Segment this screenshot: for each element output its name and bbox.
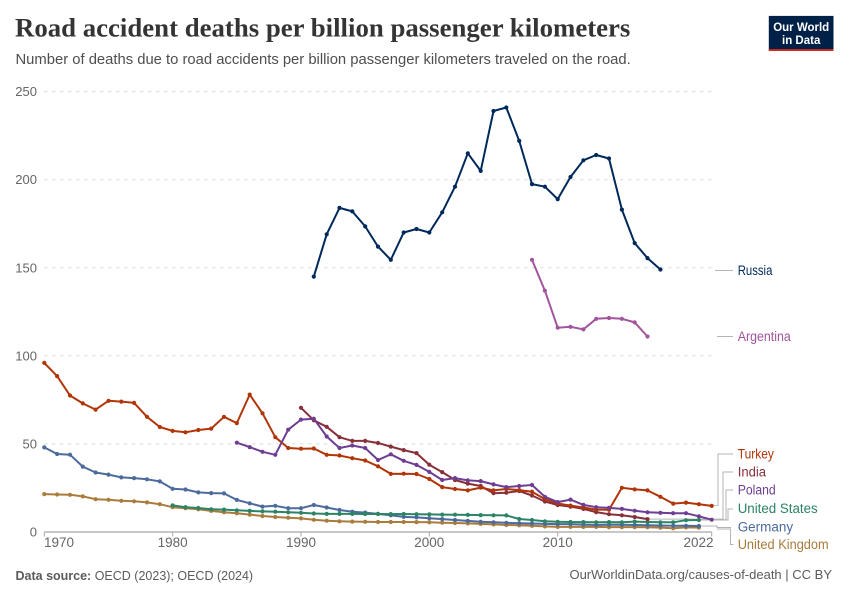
svg-text:Russia: Russia	[738, 263, 773, 278]
svg-text:Our World: Our World	[773, 22, 829, 34]
svg-text:1980: 1980	[158, 535, 188, 550]
svg-text:OurWorldinData.org/causes-of-d: OurWorldinData.org/causes-of-death | CC …	[569, 567, 832, 582]
svg-text:2000: 2000	[414, 535, 444, 550]
svg-text:100: 100	[15, 348, 37, 363]
svg-text:Poland: Poland	[738, 483, 776, 498]
svg-text:50: 50	[23, 436, 37, 451]
svg-text:India: India	[738, 465, 767, 480]
svg-text:United States: United States	[738, 501, 818, 516]
svg-text:1970: 1970	[44, 535, 74, 550]
svg-text:Road accident deaths per billi: Road accident deaths per billion passeng…	[15, 13, 630, 43]
svg-text:Data source: OECD (2023); OECD: Data source: OECD (2023); OECD (2024)	[16, 569, 254, 583]
svg-text:2010: 2010	[543, 535, 573, 550]
svg-text:in Data: in Data	[782, 35, 821, 47]
svg-text:0: 0	[30, 525, 37, 540]
svg-text:150: 150	[15, 260, 37, 275]
svg-text:250: 250	[15, 84, 37, 99]
svg-text:United Kingdom: United Kingdom	[738, 537, 829, 552]
svg-text:1990: 1990	[286, 535, 316, 550]
svg-text:Number of deaths due to road a: Number of deaths due to road accidents p…	[16, 52, 631, 68]
svg-text:2022: 2022	[683, 535, 713, 550]
svg-text:Turkey: Turkey	[738, 447, 774, 462]
svg-text:200: 200	[15, 172, 37, 187]
svg-text:Argentina: Argentina	[738, 329, 792, 344]
svg-text:Germany: Germany	[738, 520, 794, 535]
